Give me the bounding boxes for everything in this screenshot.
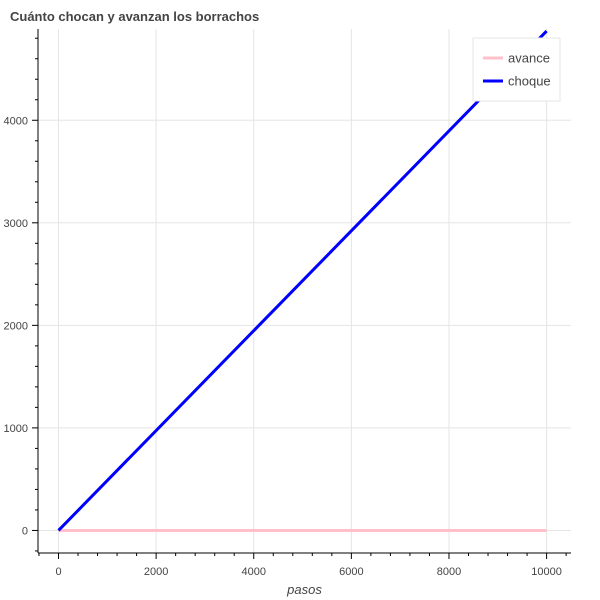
y-tick-label: 2000: [4, 320, 28, 332]
series-line-choque: [57, 30, 548, 532]
x-tick-label: 0: [55, 566, 61, 578]
legend-box: [472, 37, 561, 102]
x-tick-label: 10000: [531, 566, 562, 578]
y-tick-label: 4000: [4, 115, 28, 127]
x-tick-label: 8000: [437, 566, 461, 578]
legend-label-choque: choque: [508, 74, 551, 89]
y-tick-label: 0: [22, 525, 28, 537]
chart-title: Cuánto chocan y avanzan los borrachos: [10, 9, 259, 24]
axes: 0 2000 4000 6000 8000 10000 0 1000 2000 3000 4000: [4, 29, 571, 578]
legend-label-avance: avance: [508, 51, 550, 66]
grid: [38, 29, 571, 553]
x-tick-label: 6000: [339, 566, 363, 578]
series-layer: [57, 30, 548, 532]
y-tick-label: 1000: [4, 423, 28, 435]
legend: avance choque: [472, 37, 561, 102]
y-tick-label: 3000: [4, 218, 28, 230]
x-tick-label: 2000: [144, 566, 168, 578]
x-tick-label: 4000: [241, 566, 265, 578]
x-axis-label: pasos: [286, 582, 322, 597]
